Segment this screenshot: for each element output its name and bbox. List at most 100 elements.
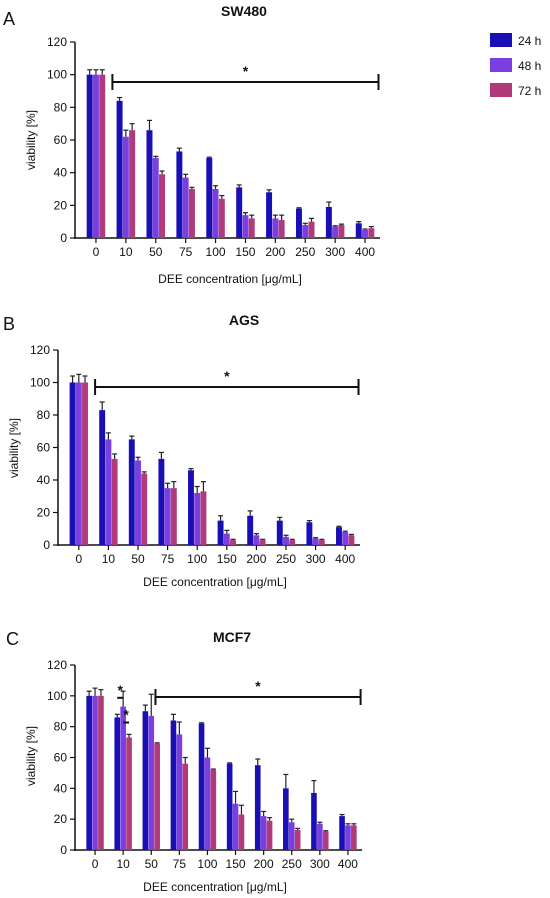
legend-swatch-48h <box>490 58 512 72</box>
bar-ags <box>312 538 319 545</box>
bar-ags <box>223 533 230 545</box>
bar-ags <box>105 439 112 545</box>
bar-ags <box>128 439 135 545</box>
bar-mcf7 <box>114 717 121 850</box>
bar-mcf7 <box>142 711 149 850</box>
bar-mcf7 <box>148 715 155 850</box>
chart-mcf7: 0 20 40 60 80 100 120 0 10 50 75 100 150 200 250 300 400… <box>47 658 362 871</box>
bar-sw480 <box>92 74 99 239</box>
y-tick-label-sw480: 60 <box>54 133 68 147</box>
bar-mcf7 <box>210 769 217 850</box>
bar-ags <box>217 520 224 545</box>
y-tick-label-ags: 60 <box>37 441 51 455</box>
y-tick-label-sw480: 120 <box>47 35 67 49</box>
bar-mcf7 <box>170 720 177 850</box>
y-tick-label-ags: 0 <box>43 538 50 552</box>
bar-ags <box>141 473 148 545</box>
x-tick-label-ags: 75 <box>161 552 175 566</box>
x-tick-label-sw480: 100 <box>206 245 226 259</box>
bar-mcf7 <box>182 763 189 850</box>
x-tick-label-sw480: 300 <box>325 245 345 259</box>
bar-mcf7 <box>322 831 329 850</box>
x-tick-label-ags: 250 <box>276 552 296 566</box>
bar-sw480 <box>368 228 375 238</box>
bar-ags <box>135 460 141 545</box>
bar-ags <box>348 535 355 545</box>
x-tick-label-sw480: 150 <box>235 245 255 259</box>
chart-ags: 0 20 40 60 80 100 120 0 10 50 75 100 150 200 250 300 400… <box>30 343 360 566</box>
bar-mcf7 <box>238 814 245 850</box>
bar-mcf7 <box>204 757 211 850</box>
bar-sw480 <box>272 218 279 238</box>
significance-star-ags: * <box>224 368 230 384</box>
y-tick-label-mcf7: 20 <box>54 812 68 826</box>
x-tick-label-mcf7: 0 <box>92 857 99 871</box>
x-tick-label-mcf7: 50 <box>145 857 159 871</box>
bar-ags <box>164 488 171 545</box>
x-tick-label-ags: 150 <box>217 552 237 566</box>
legend-swatch-72h <box>490 83 512 97</box>
x-tick-label-mcf7: 75 <box>173 857 187 871</box>
y-tick-label-ags: 100 <box>30 376 50 390</box>
bar-sw480 <box>308 221 315 238</box>
bar-mcf7 <box>176 734 183 850</box>
bar-ags <box>289 540 296 545</box>
y-tick-label-sw480: 80 <box>54 100 68 114</box>
x-tick-label-sw480: 50 <box>149 245 163 259</box>
x-tick-label-sw480: 75 <box>179 245 193 259</box>
x-tick-label-ags: 10 <box>102 552 116 566</box>
x-tick-label-sw480: 250 <box>295 245 315 259</box>
x-tick-label-mcf7: 100 <box>197 857 217 871</box>
legend-label-48h: 48 h <box>518 59 541 73</box>
bar-sw480 <box>248 218 255 238</box>
x-axis-label-mcf7: DEE concentration [μg/mL] <box>143 880 287 894</box>
bar-sw480 <box>266 192 273 238</box>
bar-sw480 <box>182 177 189 238</box>
x-tick-label-ags: 100 <box>187 552 207 566</box>
bar-ags <box>82 382 88 545</box>
x-tick-label-sw480: 0 <box>93 245 100 259</box>
bar-sw480 <box>295 208 302 238</box>
bar-mcf7 <box>311 792 317 850</box>
bar-ags <box>276 520 283 545</box>
bar-sw480 <box>212 189 219 238</box>
x-tick-label-ags: 0 <box>75 552 82 566</box>
bar-mcf7 <box>294 829 301 850</box>
bar-ags <box>259 540 266 545</box>
bar-ags <box>69 382 76 545</box>
bar-sw480 <box>362 229 369 238</box>
y-tick-label-mcf7: 120 <box>47 658 67 672</box>
bar-mcf7 <box>260 816 267 850</box>
bar-ags <box>247 515 254 545</box>
bar-ags <box>253 535 260 545</box>
bar-sw480 <box>116 100 123 238</box>
pairwise-star-mcf7: * <box>123 707 129 723</box>
chart-title-mcf7: MCF7 <box>213 629 251 645</box>
legend-swatch-24h <box>490 33 512 47</box>
bar-mcf7 <box>198 723 205 850</box>
bar-sw480 <box>122 136 129 238</box>
y-tick-label-mcf7: 100 <box>47 689 67 703</box>
bar-mcf7 <box>120 706 126 850</box>
bar-sw480 <box>159 174 166 238</box>
bar-mcf7 <box>283 788 289 850</box>
y-tick-label-ags: 40 <box>37 473 51 487</box>
x-tick-label-ags: 50 <box>131 552 145 566</box>
bar-sw480 <box>242 215 249 238</box>
y-tick-label-ags: 80 <box>37 408 51 422</box>
bar-mcf7 <box>92 695 98 850</box>
bar-sw480 <box>338 224 345 238</box>
bar-sw480 <box>99 74 106 239</box>
bar-mcf7 <box>126 737 132 850</box>
bar-sw480 <box>302 224 309 238</box>
legend-label-72h: 72 h <box>518 84 541 98</box>
bar-mcf7 <box>154 743 160 850</box>
chart-title-sw480: SW480 <box>221 3 267 19</box>
bar-mcf7 <box>98 695 104 850</box>
x-tick-label-ags: 400 <box>335 552 355 566</box>
panel-letter-b: B <box>3 314 15 334</box>
bar-ags <box>188 470 194 545</box>
bar-ags <box>170 488 177 545</box>
y-axis-label-ags: viability [%] <box>7 418 21 478</box>
bar-mcf7 <box>339 816 345 850</box>
